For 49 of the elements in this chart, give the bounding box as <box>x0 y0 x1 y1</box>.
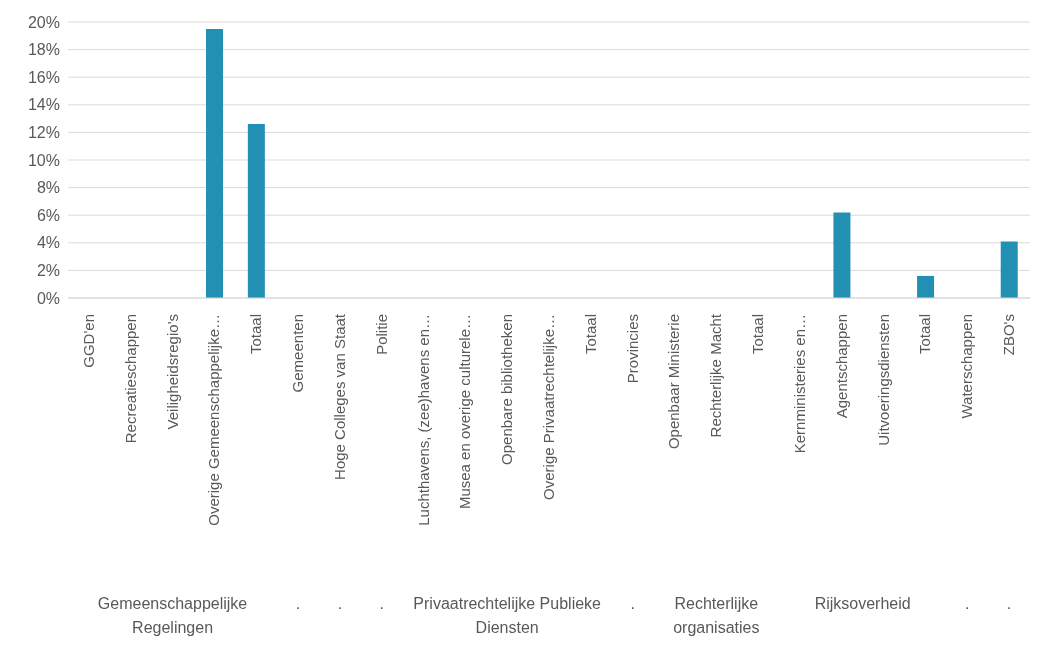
x-tick-label: Politie <box>372 314 390 355</box>
y-tick-label: 16% <box>27 68 60 86</box>
x-tick-label: Openbare bibliotheken <box>498 314 516 465</box>
x-tick-label: Recreatieschappen <box>121 314 139 444</box>
text: Privaatrechtelijke Publieke Diensten <box>412 594 602 638</box>
x-tick-label: Uitvoeringsdiensten <box>874 314 892 446</box>
bar <box>247 124 265 298</box>
text: . <box>1005 594 1013 614</box>
x-tick-label: Hoge Colleges van Staat <box>330 313 348 480</box>
x-tick-label: ZBO's <box>1000 314 1018 356</box>
bar <box>833 212 851 298</box>
x-tick-label: Totaal <box>247 314 265 355</box>
x-tick-label: GGD'en <box>79 314 97 368</box>
x-tick-label: Totaal <box>916 314 934 355</box>
text: Rijksoverheid <box>813 594 912 614</box>
x-tick-label: Overige Gemeenschappelijke… <box>205 314 223 526</box>
y-tick-label: 10% <box>27 151 60 169</box>
y-tick-label: 0% <box>36 289 60 307</box>
y-tick-label: 6% <box>36 206 60 224</box>
y-tick-label: 4% <box>36 234 60 252</box>
x-tick-label: Provincies <box>623 314 641 384</box>
text: . <box>378 594 385 614</box>
x-tick-label: Luchthavens, (zee)havens en… <box>414 314 432 526</box>
text: . <box>336 594 344 614</box>
text: . <box>294 594 302 614</box>
x-tick-label: Agentschappen <box>832 314 850 419</box>
x-tick-label: Openbaar Ministerie <box>665 314 683 450</box>
x-tick-label: Veiligheidsregio's <box>163 314 181 430</box>
bar <box>206 28 224 298</box>
bar <box>1000 241 1018 298</box>
bar <box>917 275 935 298</box>
x-tick-label: Overige Privaatrechtelijke… <box>540 314 557 500</box>
x-tick-label: Waterschappen <box>958 314 976 419</box>
text: Gemeenschappelijke Regelingen <box>96 594 249 638</box>
x-tick-label: Musea en overige culturele… <box>456 314 474 510</box>
y-tick-label: 12% <box>27 124 60 142</box>
x-tick-label: Gemeenten <box>289 314 307 393</box>
x-tick-label: Totaal <box>581 314 599 355</box>
text: . <box>964 594 971 614</box>
y-tick-label: 14% <box>27 96 60 114</box>
y-tick-label: 8% <box>36 179 60 197</box>
text: . <box>629 594 636 614</box>
y-tick-label: 18% <box>27 41 60 59</box>
y-tick-label: 20% <box>27 13 60 31</box>
x-tick-label: Rechterlijke Macht <box>707 313 725 438</box>
text: Rechterlijke organisaties <box>672 594 761 638</box>
x-tick-label: Totaal <box>749 314 767 355</box>
y-tick-label: 2% <box>36 262 60 280</box>
x-tick-label: Kernministeries en… <box>790 314 808 454</box>
